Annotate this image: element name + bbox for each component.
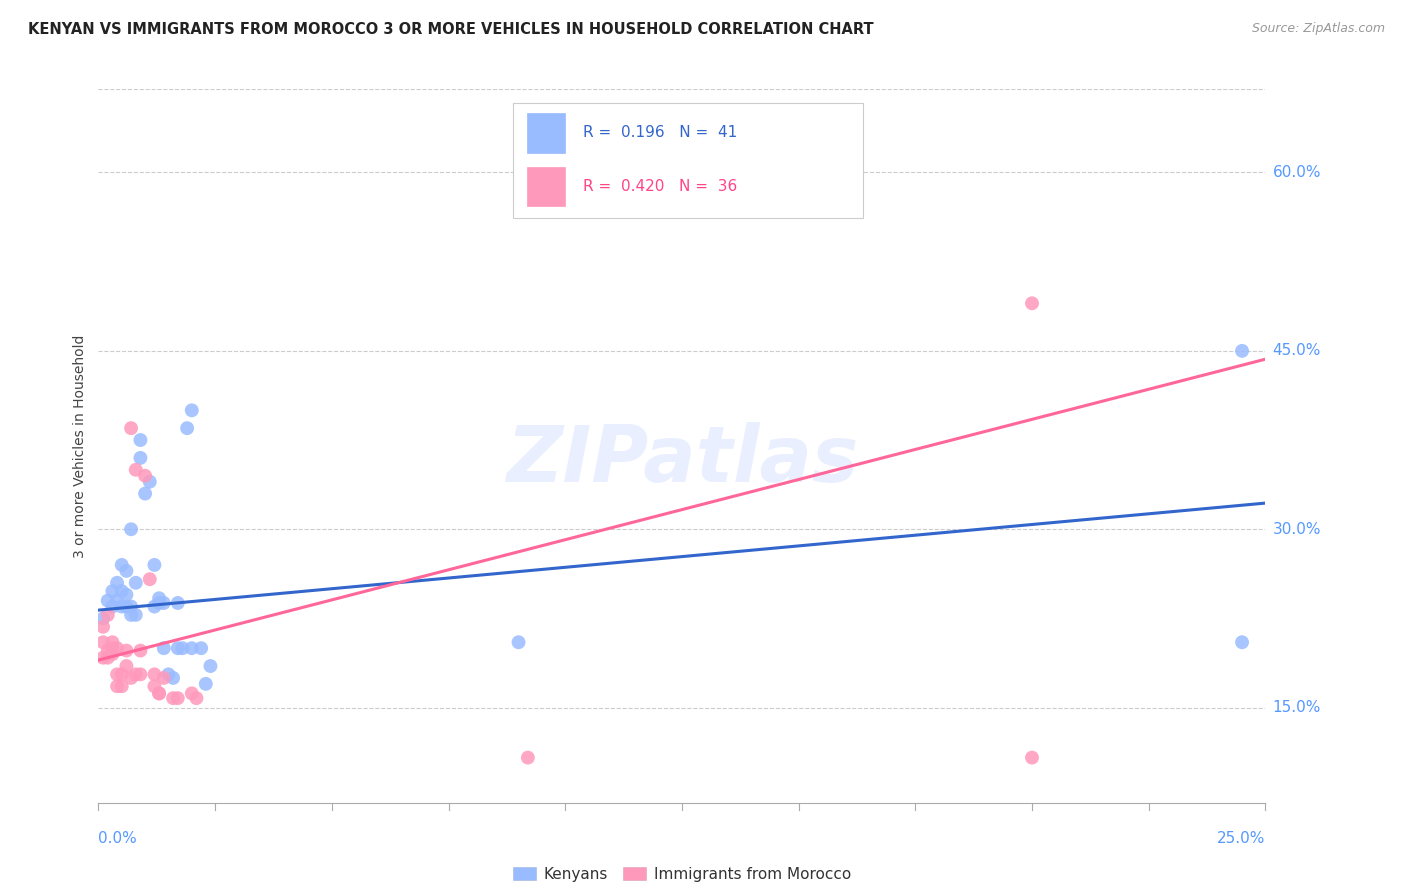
Point (91, 620, 114, 634)
Point (101, 584, 124, 599)
Point (111, 679, 134, 693)
Text: 60.0%: 60.0% (1272, 165, 1320, 180)
Point (152, 596, 174, 610)
Point (91, 635, 114, 649)
Point (115, 659, 138, 673)
Point (148, 591, 170, 606)
Point (1230, 343, 1253, 358)
Bar (527, 167, 565, 206)
Point (143, 667, 166, 681)
Point (125, 667, 148, 681)
Point (152, 641, 174, 656)
Point (1021, 296, 1043, 310)
Point (166, 691, 188, 706)
Text: ZIPatlas: ZIPatlas (506, 422, 858, 499)
Point (162, 671, 184, 685)
Point (129, 667, 152, 681)
Point (105, 593, 128, 607)
Point (115, 643, 138, 657)
Point (143, 599, 166, 614)
Point (148, 686, 170, 700)
Point (143, 558, 166, 572)
Text: R =  0.420   N =  36: R = 0.420 N = 36 (582, 179, 737, 194)
Point (139, 572, 162, 586)
Text: 15.0%: 15.0% (1272, 700, 1320, 715)
Point (176, 421, 198, 435)
Point (186, 691, 208, 706)
Point (101, 599, 124, 614)
Point (180, 686, 202, 700)
Point (134, 486, 156, 500)
Point (115, 588, 138, 602)
Point (120, 671, 142, 685)
Point (166, 596, 188, 610)
Text: 25.0%: 25.0% (1218, 831, 1265, 847)
Point (115, 599, 138, 614)
Point (120, 421, 142, 435)
Point (143, 679, 166, 693)
Point (129, 450, 152, 465)
Point (111, 599, 134, 614)
Point (1021, 750, 1043, 764)
Bar (527, 113, 565, 153)
Text: Source: ZipAtlas.com: Source: ZipAtlas.com (1251, 22, 1385, 36)
Point (129, 643, 152, 657)
Point (194, 677, 217, 691)
Point (125, 575, 148, 590)
FancyBboxPatch shape (513, 103, 863, 218)
Point (125, 607, 148, 622)
Text: R =  0.196   N =  41: R = 0.196 N = 41 (582, 126, 737, 140)
Point (200, 659, 222, 673)
Point (148, 686, 170, 700)
Point (105, 667, 128, 681)
Point (129, 433, 152, 447)
Point (105, 679, 128, 693)
Point (1230, 635, 1253, 649)
Point (157, 667, 180, 681)
Point (115, 564, 138, 578)
Legend: Kenyans, Immigrants from Morocco: Kenyans, Immigrants from Morocco (506, 861, 858, 888)
Text: 30.0%: 30.0% (1272, 522, 1320, 537)
Point (516, 750, 538, 764)
Point (111, 667, 134, 681)
Text: KENYAN VS IMMIGRANTS FROM MOROCCO 3 OR MORE VEHICLES IN HOUSEHOLD CORRELATION CH: KENYAN VS IMMIGRANTS FROM MOROCCO 3 OR M… (28, 22, 873, 37)
Point (180, 641, 202, 656)
Point (97, 650, 120, 665)
Point (139, 475, 162, 489)
Y-axis label: 3 or more Vehicles in Household: 3 or more Vehicles in Household (73, 334, 87, 558)
Point (101, 647, 124, 661)
Point (190, 641, 212, 656)
Point (172, 641, 194, 656)
Point (97, 593, 120, 607)
Text: 0.0%: 0.0% (98, 831, 138, 847)
Point (180, 403, 202, 417)
Point (134, 468, 156, 483)
Point (105, 575, 128, 590)
Point (120, 599, 142, 614)
Point (120, 522, 142, 536)
Point (162, 691, 184, 706)
Point (111, 558, 134, 572)
Point (125, 463, 148, 477)
Point (111, 584, 134, 599)
Text: 45.0%: 45.0% (1272, 343, 1320, 359)
Point (152, 671, 174, 685)
Point (508, 635, 530, 649)
Point (97, 643, 120, 657)
Point (120, 607, 142, 622)
Point (105, 641, 128, 656)
Point (101, 641, 124, 656)
Point (101, 635, 124, 649)
Point (148, 596, 170, 610)
Point (166, 641, 188, 656)
Point (91, 650, 114, 665)
Point (91, 611, 114, 625)
Point (97, 607, 120, 622)
